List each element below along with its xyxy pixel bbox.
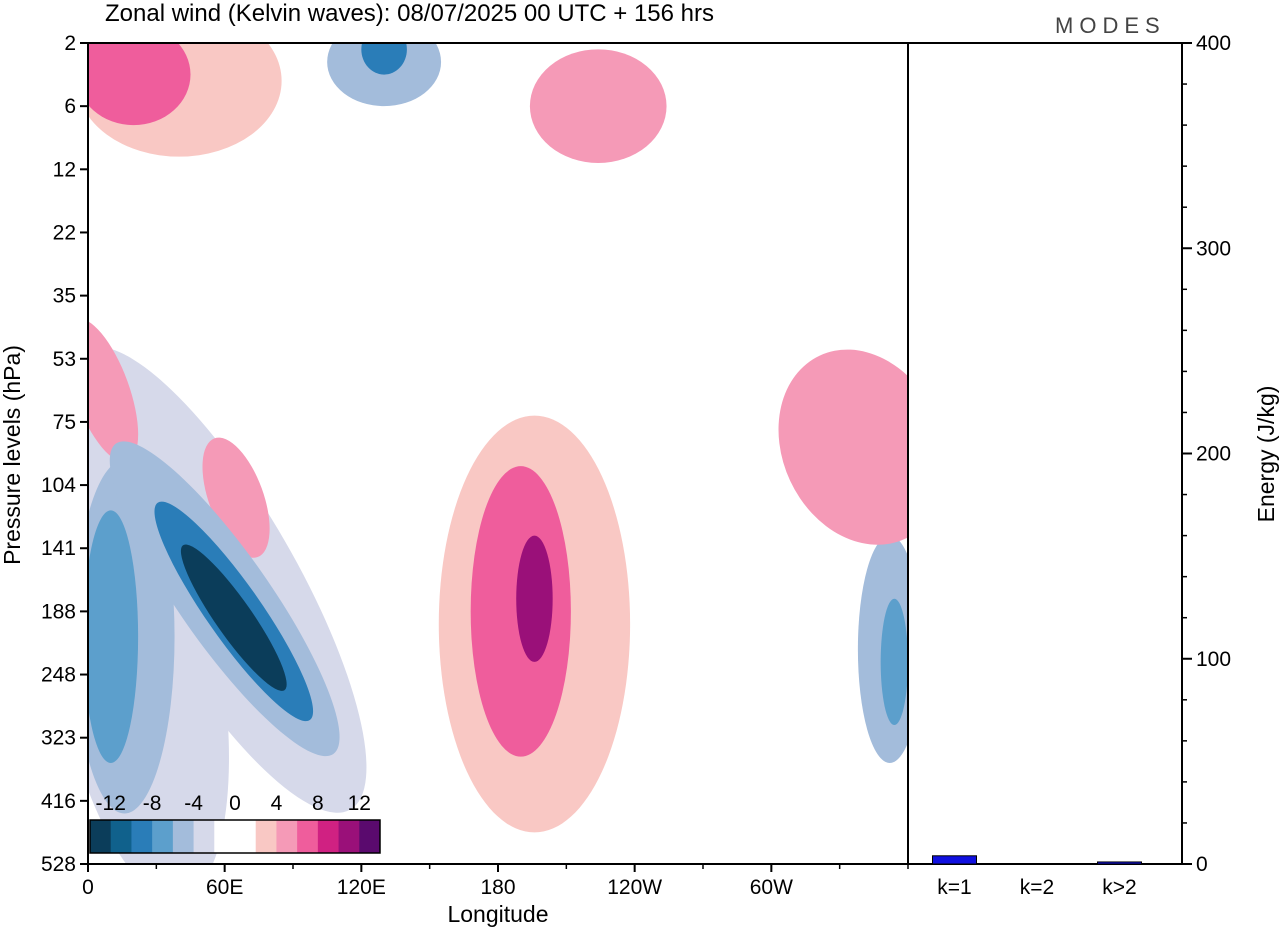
contour-region xyxy=(516,535,553,662)
x-tick-label: 120W xyxy=(607,876,662,899)
contour-region xyxy=(180,544,287,691)
y-tick-label: 53 xyxy=(53,348,76,371)
colorbar-swatch xyxy=(359,820,381,853)
x-axis-label: Longitude xyxy=(447,901,548,927)
contour-region xyxy=(293,421,407,549)
chart-title: Zonal wind (Kelvin waves): 08/07/2025 00… xyxy=(105,0,714,27)
colorbar-swatch xyxy=(276,820,298,853)
y-tick-label: 22 xyxy=(53,221,76,244)
colorbar-border xyxy=(89,819,381,854)
contour-region xyxy=(202,437,270,558)
contour-region xyxy=(880,598,908,726)
colorbar-swatch xyxy=(214,820,236,853)
contour-region xyxy=(88,318,139,463)
colorbar-swatch xyxy=(131,820,153,853)
energy-tick-label: 300 xyxy=(1196,237,1231,260)
energy-tick-label: 100 xyxy=(1196,648,1231,671)
y-tick-label: 12 xyxy=(53,158,76,181)
energy-bar xyxy=(1097,861,1142,865)
wavenumber-axis: k=1 k=2 k>2 xyxy=(937,876,1136,899)
y-axis-label: Pressure levels (hPa) xyxy=(0,345,25,565)
contour-region xyxy=(778,349,908,545)
y-tick-label: 104 xyxy=(41,474,76,497)
colorbar-label: 8 xyxy=(312,792,324,815)
heatmap-plot: 0 60E 120E 180 120W 60W 2 6 12 22 35 53 75 104 141 188… xyxy=(0,32,909,927)
colorbar-swatch xyxy=(90,820,112,853)
colorbar-label: 12 xyxy=(348,792,371,815)
category-label: k>2 xyxy=(1102,876,1136,899)
colorbar-swatch xyxy=(172,820,195,853)
colorbar-swatch xyxy=(235,820,257,853)
colorbar-label: -8 xyxy=(143,792,162,815)
energy-tick-label: 200 xyxy=(1196,443,1231,466)
x-tick-label: 120E xyxy=(337,876,386,899)
colorbar-swatch xyxy=(297,820,319,853)
energy-tick-label: 400 xyxy=(1196,32,1231,55)
y-tick-label: 248 xyxy=(41,664,76,687)
x-tick-label: 180 xyxy=(480,876,515,899)
bar-frame xyxy=(907,42,1183,865)
wind-contours xyxy=(88,43,908,864)
colorbar-label: -12 xyxy=(96,792,126,815)
colorbar-label: 0 xyxy=(229,792,241,815)
colorbar-label: -4 xyxy=(184,792,203,815)
y-tick-label: 75 xyxy=(53,411,76,434)
pressure-axis: 2 6 12 22 35 53 75 104 141 188 248 323 416 528 xyxy=(41,32,88,876)
y-tick-label: 416 xyxy=(41,790,76,813)
x-tick-label: 60W xyxy=(750,876,793,899)
energy-bars xyxy=(932,855,1142,865)
y-tick-label: 35 xyxy=(53,285,76,308)
x-tick-label: 0 xyxy=(82,876,94,899)
colorbar-swatch xyxy=(255,820,277,853)
contour-region xyxy=(689,649,717,864)
contour-region xyxy=(88,510,139,763)
y-tick-label: 323 xyxy=(41,727,76,750)
contour-region xyxy=(88,43,191,126)
y-tick-label: 6 xyxy=(64,95,76,118)
energy-tick-label: 0 xyxy=(1196,853,1208,876)
energy-axis: 0 100 200 300 400 xyxy=(1182,32,1231,876)
colorbar-legend: -12 -8 -4 0 4 8 12 xyxy=(89,792,381,854)
contour-region xyxy=(304,118,487,271)
y-tick-label: 188 xyxy=(41,600,76,623)
colorbar-swatch xyxy=(317,820,340,853)
energy-axis-label: Energy (J/kg) xyxy=(1253,386,1279,523)
contour-region xyxy=(361,43,407,75)
energy-bar-chart: 0 100 200 300 400 k=1 k=2 k>2 Energy (J/kg) xyxy=(907,32,1279,899)
colorbar-swatch xyxy=(110,820,132,853)
brand-logo: MODES xyxy=(1055,13,1166,38)
y-tick-label: 528 xyxy=(41,853,76,876)
colorbar-swatch xyxy=(338,820,360,853)
category-label: k=2 xyxy=(1020,876,1054,899)
colorbar-label: 4 xyxy=(271,792,283,815)
longitude-axis: 0 60E 120E 180 120W 60W xyxy=(82,864,909,899)
x-tick-label: 60E xyxy=(206,876,243,899)
colorbar-swatch xyxy=(152,820,174,853)
y-tick-label: 141 xyxy=(41,537,76,560)
y-tick-label: 2 xyxy=(64,32,76,55)
energy-bar xyxy=(932,855,977,865)
category-label: k=1 xyxy=(937,876,971,899)
colorbar-swatch xyxy=(193,820,215,853)
contour-region xyxy=(529,49,667,163)
